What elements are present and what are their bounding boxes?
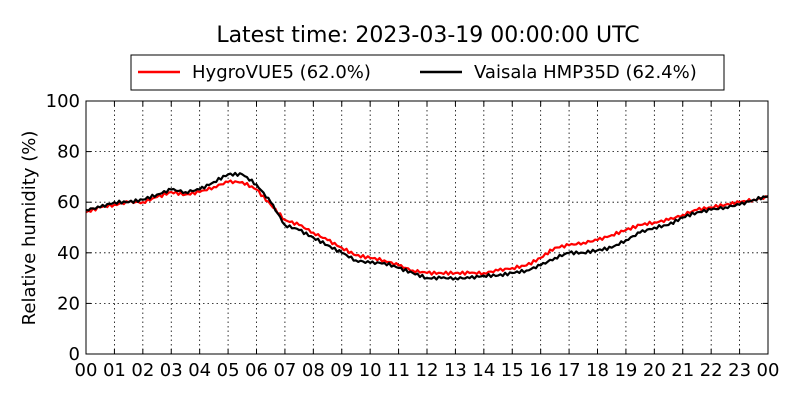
grid [86,101,768,354]
legend-entry-hygrovue5: HygroVUE5 (62.0%) [192,62,371,83]
x-tick-label: 20 [643,360,666,381]
y-tick-label: 80 [57,142,80,163]
x-tick-label: 03 [160,360,183,381]
x-tick-label: 21 [671,360,694,381]
series-group [85,171,769,281]
y-tick-label: 60 [57,192,80,213]
x-tick-label: 10 [359,360,382,381]
x-tick-label: 08 [302,360,325,381]
y-tick-label: 20 [57,293,80,314]
x-tick-label: 23 [728,360,751,381]
y-tick-label: 40 [57,243,80,264]
x-tick-label: 22 [700,360,723,381]
x-tick-label: 14 [472,360,495,381]
x-tick-label: 04 [188,360,211,381]
x-tick-label: 05 [217,360,240,381]
y-tick-label: 100 [46,91,80,112]
x-tick-label: 13 [444,360,467,381]
chart-title: Latest time: 2023-03-19 00:00:00 UTC [216,23,639,48]
x-tick-label: 07 [273,360,296,381]
legend-entry-vaisala: Vaisala HMP35D (62.4%) [474,62,697,83]
series-line-vaisala [85,171,769,281]
legend: HygroVUE5 (62.0%) Vaisala HMP35D (62.4%) [130,54,725,91]
x-tick-label: 02 [131,360,154,381]
series-line-hygrovue5 [85,179,769,276]
y-axis-label: Relative humidity (%) [19,131,40,326]
x-tick-label: 12 [416,360,439,381]
x-tick-label: 16 [529,360,552,381]
y-axis-ticks: 0 20 40 60 80 100 [46,91,768,365]
x-tick-label: 06 [245,360,268,381]
x-tick-label: 17 [558,360,581,381]
x-tick-label: 01 [103,360,126,381]
x-axis-ticks: 00 01 02 03 04 05 06 07 08 09 10 11 12 13 14 15 16 17 18 19… [75,101,780,381]
x-tick-label: 11 [387,360,410,381]
x-tick-label: 00 [75,360,98,381]
x-tick-label: 09 [330,360,353,381]
x-tick-label: 18 [586,360,609,381]
x-tick-label: 00 [757,360,780,381]
x-tick-label: 19 [614,360,637,381]
y-tick-label: 0 [69,344,80,365]
x-tick-label: 15 [501,360,524,381]
